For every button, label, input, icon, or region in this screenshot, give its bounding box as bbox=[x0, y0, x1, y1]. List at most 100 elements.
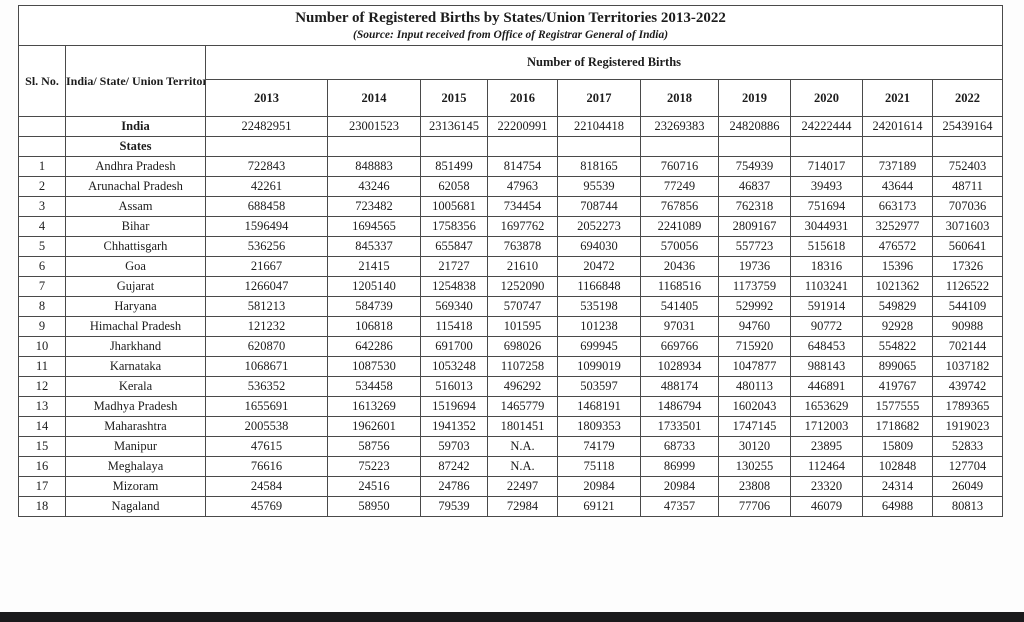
value-cell: 899065 bbox=[862, 356, 933, 377]
col-header-year: 2015 bbox=[420, 79, 488, 117]
value-cell: 59703 bbox=[420, 436, 488, 457]
value-cell: 24314 bbox=[862, 476, 933, 497]
value-cell: 21667 bbox=[205, 256, 328, 277]
col-header-year: 2014 bbox=[327, 79, 421, 117]
state-name-cell: Chhattisgarh bbox=[65, 236, 206, 257]
table-row: 18 Nagaland 45769 58950 79539 72984 69121 47357… bbox=[18, 496, 1004, 517]
value-cell: 24516 bbox=[327, 476, 421, 497]
value-cell: 1962601 bbox=[327, 416, 421, 437]
value-cell: 1126522 bbox=[931, 276, 1004, 297]
value-cell bbox=[790, 136, 863, 157]
value-cell: 760716 bbox=[640, 156, 719, 177]
value-cell: 23001523 bbox=[327, 116, 421, 137]
value-cell: 698026 bbox=[487, 336, 558, 357]
sl-cell: 16 bbox=[18, 456, 66, 477]
state-name-cell: Jharkhand bbox=[65, 336, 206, 357]
value-cell: 554822 bbox=[862, 336, 933, 357]
state-name-cell: Madhya Pradesh bbox=[65, 396, 206, 417]
value-cell: 1613269 bbox=[327, 396, 421, 417]
value-cell: 21415 bbox=[327, 256, 421, 277]
table-row: 7 Gujarat 1266047 1205140 1254838 1252090 1166… bbox=[18, 276, 1004, 297]
col-header-year: 2021 bbox=[862, 79, 933, 117]
value-cell: 988143 bbox=[790, 356, 863, 377]
sl-cell: 5 bbox=[18, 236, 66, 257]
value-cell: 1653629 bbox=[790, 396, 863, 417]
col-header-sl-no: Sl. No. bbox=[18, 45, 66, 117]
value-cell: 92928 bbox=[862, 316, 933, 337]
value-cell: 1087530 bbox=[327, 356, 421, 377]
table-source: (Source: Input received from Office of R… bbox=[352, 29, 669, 42]
value-cell: 23320 bbox=[790, 476, 863, 497]
value-cell: 1733501 bbox=[640, 416, 719, 437]
value-cell: 723482 bbox=[327, 196, 421, 217]
value-cell: 15809 bbox=[862, 436, 933, 457]
value-cell: 20436 bbox=[640, 256, 719, 277]
value-cell: 1028934 bbox=[640, 356, 719, 377]
year-header-row: 2013 2014 2015 2016 2017 2018 2019 2020 2021 2022 bbox=[19, 79, 1004, 117]
table-row: 2 Arunachal Pradesh 42261 43246 62058 47963 95… bbox=[18, 176, 1004, 197]
value-cell: 581213 bbox=[205, 296, 328, 317]
value-cell bbox=[640, 136, 719, 157]
value-cell: 62058 bbox=[420, 176, 488, 197]
value-cell: 20472 bbox=[557, 256, 641, 277]
table-row: 4 Bihar 1596494 1694565 1758356 1697762 205227… bbox=[18, 216, 1004, 237]
value-cell: 58756 bbox=[327, 436, 421, 457]
value-cell: 1005681 bbox=[420, 196, 488, 217]
value-cell: 68733 bbox=[640, 436, 719, 457]
state-name-cell: Goa bbox=[65, 256, 206, 277]
sl-cell: 17 bbox=[18, 476, 66, 497]
value-cell: 1266047 bbox=[205, 276, 328, 297]
value-cell: 1697762 bbox=[487, 216, 558, 237]
value-cell: 1941352 bbox=[420, 416, 488, 437]
sl-cell: 6 bbox=[18, 256, 66, 277]
value-cell: 496292 bbox=[487, 376, 558, 397]
value-cell bbox=[862, 136, 933, 157]
state-name-cell: Haryana bbox=[65, 296, 206, 317]
value-cell: 21727 bbox=[420, 256, 488, 277]
table-row: 10 Jharkhand 620870 642286 691700 698026 69994… bbox=[18, 336, 1004, 357]
col-header-year: 2013 bbox=[205, 79, 328, 117]
value-cell: 714017 bbox=[790, 156, 863, 177]
value-cell: 663173 bbox=[862, 196, 933, 217]
value-cell: 1655691 bbox=[205, 396, 328, 417]
value-cell: 762318 bbox=[718, 196, 791, 217]
value-cell: 77249 bbox=[640, 176, 719, 197]
value-cell: 20984 bbox=[557, 476, 641, 497]
value-cell bbox=[718, 136, 791, 157]
value-cell: 557723 bbox=[718, 236, 791, 257]
value-cell: 45769 bbox=[205, 496, 328, 517]
value-cell: 69121 bbox=[557, 496, 641, 517]
value-cell: 549829 bbox=[862, 296, 933, 317]
sl-cell: 9 bbox=[18, 316, 66, 337]
value-cell: N.A. bbox=[487, 436, 558, 457]
value-cell: 1465779 bbox=[487, 396, 558, 417]
value-cell: 43644 bbox=[862, 176, 933, 197]
col-header-year: 2017 bbox=[557, 79, 641, 117]
value-cell: 75223 bbox=[327, 456, 421, 477]
table-body: India 22482951 23001523 23136145 22200991 221… bbox=[18, 116, 1004, 517]
value-cell: 23895 bbox=[790, 436, 863, 457]
value-cell: 691700 bbox=[420, 336, 488, 357]
table-row: 8 Haryana 581213 584739 569340 570747 535198 54… bbox=[18, 296, 1004, 317]
value-cell: 715920 bbox=[718, 336, 791, 357]
value-cell: 95539 bbox=[557, 176, 641, 197]
state-name-cell: Karnataka bbox=[65, 356, 206, 377]
value-cell: 1252090 bbox=[487, 276, 558, 297]
value-cell: 46837 bbox=[718, 176, 791, 197]
sl-cell: 15 bbox=[18, 436, 66, 457]
table-row: 13 Madhya Pradesh 1655691 1613269 1519694 146… bbox=[18, 396, 1004, 417]
value-cell bbox=[205, 136, 328, 157]
value-cell: 79539 bbox=[420, 496, 488, 517]
state-name-cell: Kerala bbox=[65, 376, 206, 397]
table-row: 12 Kerala 536352 534458 516013 496292 503597 48… bbox=[18, 376, 1004, 397]
value-cell: 648453 bbox=[790, 336, 863, 357]
table-row: 3 Assam 688458 723482 1005681 734454 708744 767… bbox=[18, 196, 1004, 217]
value-cell: 591914 bbox=[790, 296, 863, 317]
state-name-cell: Andhra Pradesh bbox=[65, 156, 206, 177]
value-cell: 1168516 bbox=[640, 276, 719, 297]
sl-cell: 2 bbox=[18, 176, 66, 197]
title-row: Number of Registered Births by States/Un… bbox=[17, 5, 1004, 46]
sl-cell: 10 bbox=[18, 336, 66, 357]
value-cell: 1596494 bbox=[205, 216, 328, 237]
value-cell: 1021362 bbox=[862, 276, 933, 297]
